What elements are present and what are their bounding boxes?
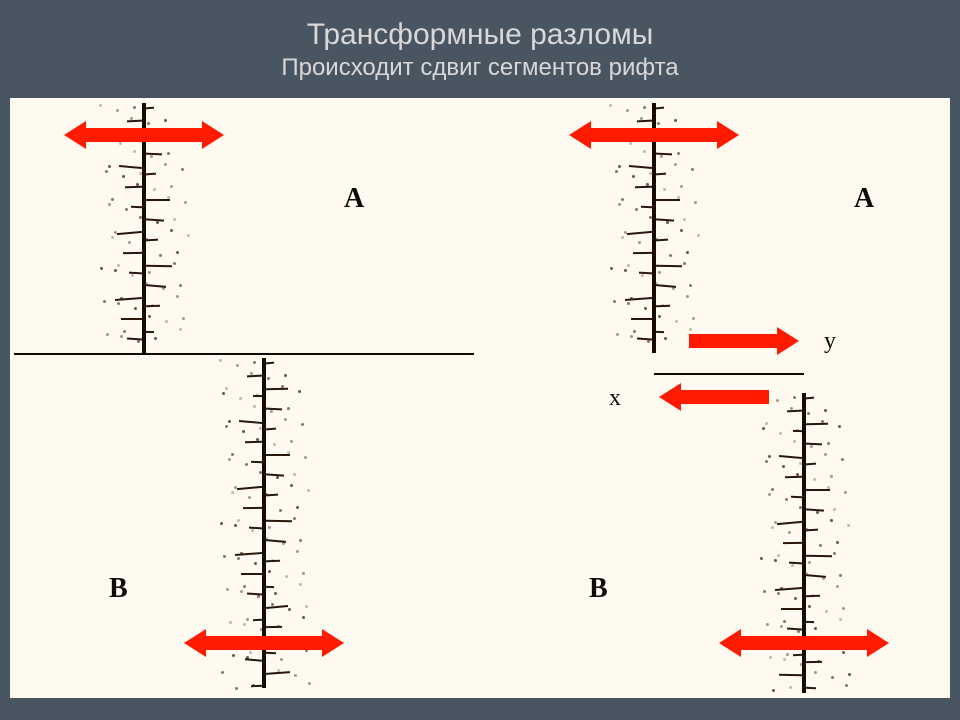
panel-left: AB xyxy=(14,103,474,693)
axis-label: y xyxy=(824,328,836,355)
motion-arrow xyxy=(719,629,889,657)
motion-arrow xyxy=(569,121,739,149)
segment-label: B xyxy=(589,573,608,605)
motion-arrow xyxy=(659,383,769,411)
axis-label: x xyxy=(609,385,621,412)
diagram-area: AB AByx xyxy=(10,98,950,698)
title-subtitle: Происходит сдвиг сегментов рифта xyxy=(0,54,960,82)
motion-arrow xyxy=(184,629,344,657)
motion-arrow xyxy=(64,121,224,149)
segment-label: B xyxy=(109,573,128,605)
motion-arrow xyxy=(689,327,799,355)
panel-right: A By x xyxy=(484,103,944,693)
segment-label: A xyxy=(854,183,874,215)
segment-label: A xyxy=(344,183,364,215)
fault-line xyxy=(14,353,474,355)
title-main: Трансформные разломы xyxy=(0,18,960,52)
fault-line xyxy=(654,373,804,375)
title-block: Трансформные разломы Происходит сдвиг се… xyxy=(0,0,960,92)
